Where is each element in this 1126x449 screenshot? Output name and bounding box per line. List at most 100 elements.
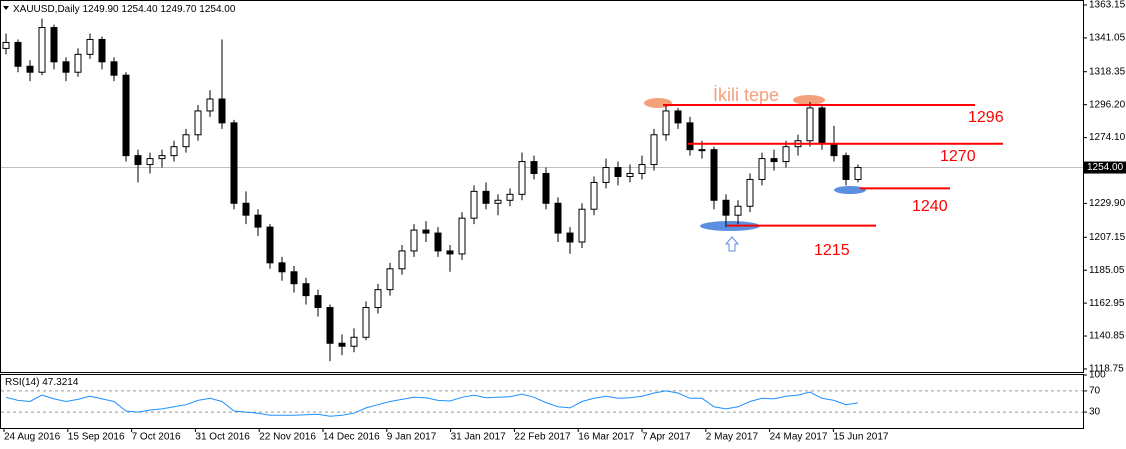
y-tick-label: 1140.85	[1089, 331, 1125, 342]
top-marker	[793, 95, 825, 105]
candle-body	[518, 161, 526, 195]
candle-body	[86, 38, 94, 55]
chart-header: XAUUSD,Daily 1249.90 1254.40 1249.70 125…	[13, 4, 236, 15]
x-tick-label: 7 Apr 2017	[642, 432, 691, 443]
candle-body	[122, 74, 130, 157]
candle-body	[398, 250, 406, 270]
candle-body	[74, 53, 82, 73]
x-tick-label: 16 Mar 2017	[578, 432, 635, 443]
rsi-tick-label: 30	[1089, 407, 1101, 418]
candle-body	[146, 158, 154, 166]
top-marker	[644, 98, 672, 108]
y-tick-label: 1185.05	[1089, 265, 1125, 276]
candle-body	[50, 27, 58, 63]
candle-body	[326, 307, 334, 344]
candle-body	[698, 149, 706, 152]
candle-body	[554, 202, 562, 234]
level-label: 1215	[814, 242, 850, 259]
candle-body	[158, 155, 166, 160]
candle-body	[446, 250, 454, 255]
menu-arrow[interactable]	[3, 6, 9, 10]
y-tick-label: 1118.75	[1089, 364, 1124, 375]
candle-body	[410, 229, 418, 252]
candle-body	[494, 199, 502, 204]
current-price-label: 1254.00	[1087, 162, 1124, 173]
candle-body	[314, 295, 322, 309]
candle-body	[38, 27, 46, 73]
x-tick-label: 31 Oct 2016	[195, 432, 250, 443]
candle-body	[278, 262, 286, 273]
y-tick-label: 1296.20	[1089, 99, 1126, 110]
candle-body	[194, 110, 202, 136]
x-tick-label: 24 Aug 2016	[4, 432, 61, 443]
candle-body	[254, 214, 262, 228]
candle-body	[218, 98, 226, 124]
y-tick-label: 1229.90	[1089, 198, 1126, 209]
candle-body	[14, 41, 22, 67]
candle-body	[602, 167, 610, 183]
level-label: 1240	[912, 198, 948, 215]
candle-body	[434, 232, 442, 252]
candle-body	[782, 146, 790, 163]
level-label: 1270	[940, 148, 976, 165]
candle-body	[350, 336, 358, 347]
candle-body	[746, 178, 754, 207]
candle-body	[818, 107, 826, 145]
candle-body	[686, 122, 694, 151]
candle-body	[62, 61, 70, 73]
bottom-marker	[834, 186, 866, 194]
candle-body	[506, 193, 514, 201]
rsi-tick-label: 70	[1089, 386, 1101, 397]
y-tick-label: 1274.10	[1089, 132, 1126, 143]
rsi-frame	[0, 374, 1084, 429]
candle-body	[530, 161, 538, 174]
candle-body	[206, 98, 214, 112]
candle-body	[614, 167, 622, 177]
candle-body	[830, 143, 838, 157]
candle-body	[722, 199, 730, 216]
x-tick-label: 24 May 2017	[770, 432, 828, 443]
candle-body	[2, 41, 10, 49]
candle-body	[626, 172, 634, 177]
candle-body	[542, 172, 550, 204]
current-price-box	[1084, 161, 1126, 174]
candle-body	[110, 61, 118, 76]
candle-body	[734, 205, 742, 216]
level-label: 1296	[968, 109, 1004, 126]
candle-body	[170, 146, 178, 157]
candle-body	[26, 65, 34, 73]
y-tick-label: 1318.35	[1089, 66, 1126, 77]
y-tick-label: 1162.95	[1089, 298, 1125, 309]
candle-body	[302, 283, 310, 297]
up-arrow	[724, 236, 740, 252]
candle-body	[674, 110, 682, 124]
candle-body	[230, 122, 238, 204]
main-frame	[0, 0, 1084, 373]
candle-body	[806, 107, 814, 142]
annotation-text: İkili tepe	[713, 85, 779, 105]
candle-body	[758, 158, 766, 180]
candle-body	[842, 155, 850, 180]
y-tick-label: 1341.05	[1089, 33, 1126, 44]
candle-body	[482, 190, 490, 204]
candle-body	[338, 342, 346, 347]
candle-body	[662, 110, 670, 136]
candle-body	[242, 202, 250, 216]
x-tick-label: 7 Oct 2016	[132, 432, 181, 443]
candle-body	[578, 208, 586, 243]
candle-body	[638, 164, 646, 174]
x-tick-label: 15 Jun 2017	[833, 432, 888, 443]
candle-body	[98, 38, 106, 63]
candle-body	[374, 289, 382, 309]
candle-body	[710, 149, 718, 201]
candle-body	[422, 229, 430, 234]
candle-body	[266, 226, 274, 264]
candle-body	[470, 190, 478, 219]
candle-body	[770, 158, 778, 163]
x-tick-label: 9 Jan 2017	[387, 432, 437, 443]
y-tick-label: 1363.15	[1089, 0, 1126, 11]
candle-body	[566, 232, 574, 243]
candle-body	[386, 268, 394, 291]
x-tick-label: 22 Feb 2017	[514, 432, 571, 443]
